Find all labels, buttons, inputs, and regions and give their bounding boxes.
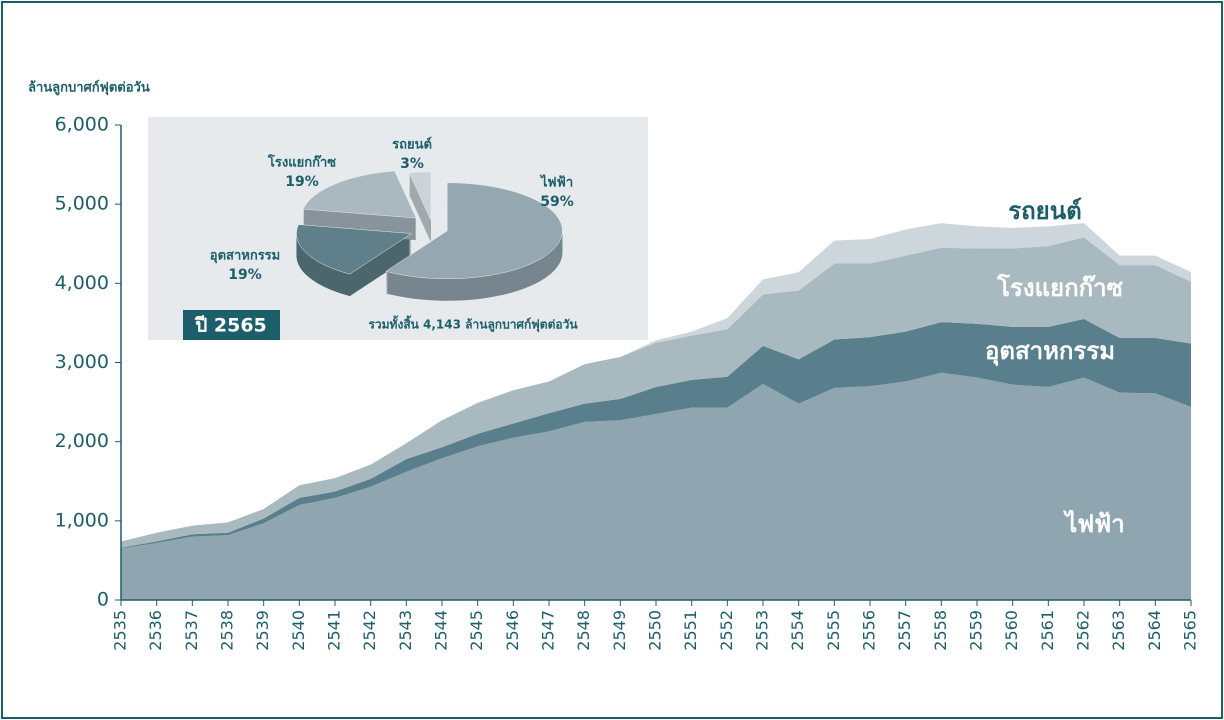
- x-tick-label: 2565: [1181, 610, 1200, 651]
- x-tick-label: 2564: [1145, 610, 1164, 651]
- year-box: [183, 310, 280, 340]
- x-tick-label: 2556: [860, 610, 879, 651]
- x-tick-label: 2547: [539, 610, 558, 651]
- x-tick-label: 2548: [574, 610, 593, 651]
- x-tick-label: 2544: [432, 610, 451, 651]
- x-tick-label: 2551: [681, 610, 700, 651]
- pie-label: อุตสาหกรรม: [210, 249, 280, 264]
- y-tick-label: 6,000: [55, 114, 109, 136]
- y-tick-label: 1,000: [55, 509, 109, 531]
- pie-slice: [296, 224, 413, 275]
- pie-title: ปี 2565: [194, 315, 266, 337]
- area: [121, 237, 1191, 548]
- y-axis-label: ล้านลูกบาศก์ฟุตต่อวัน: [28, 80, 150, 96]
- x-tick-label: 2536: [146, 610, 165, 651]
- series-label: รถยนต์: [1008, 197, 1081, 225]
- y-tick-label: 2,000: [55, 430, 109, 452]
- area: [121, 318, 1191, 549]
- x-tick-label: 2549: [610, 610, 629, 651]
- x-tick-label: 2550: [646, 610, 665, 651]
- x-tick-label: 2543: [396, 610, 415, 651]
- series-label: ไฟฟ้า: [1062, 509, 1125, 538]
- y-tick-label: 5,000: [55, 193, 109, 215]
- x-tick-label: 2563: [1109, 610, 1128, 651]
- pie-annotation: รวมทั้งสิ้น 4,143 ล้านลูกบาศก์ฟุตต่อวัน: [368, 315, 578, 333]
- x-tick-label: 2541: [325, 610, 344, 651]
- pie-slice: [408, 171, 432, 221]
- pie-value-label: 3%: [400, 156, 424, 172]
- x-tick-label: 2561: [1038, 610, 1057, 651]
- x-tick-label: 2542: [360, 610, 379, 651]
- x-tick-label: 2552: [717, 610, 736, 651]
- y-tick-label: 3,000: [55, 351, 109, 373]
- plot: 0 1,000 2,000 3,000 4,000 5,000 6,000 2535 2536 2…: [55, 114, 1200, 651]
- x-tick-label: 2562: [1074, 610, 1093, 651]
- series-label: อุตสาหกรรม: [985, 337, 1115, 367]
- pie-value-label: 59%: [540, 194, 574, 210]
- x-tick-label: 2557: [895, 610, 914, 651]
- pie-slice: [385, 182, 563, 280]
- x-tick-label: 2560: [1002, 610, 1021, 651]
- x-tick-label: 2537: [182, 610, 201, 651]
- x-tick-label: 2539: [253, 610, 272, 651]
- x-tick-label: 2545: [467, 610, 486, 651]
- y-tick-label: 4,000: [55, 272, 109, 294]
- pie-value-label: 19%: [228, 267, 262, 283]
- pie-slice: [302, 170, 417, 219]
- pie-label: โรงแยกก๊าซ: [267, 154, 336, 171]
- pie-label: รถยนต์: [392, 137, 432, 153]
- x-tick-label: 2555: [824, 610, 843, 651]
- series-label: โรงแยกก๊าซ: [996, 273, 1123, 302]
- pie-label: ไฟฟ้า: [539, 174, 573, 191]
- pie-value-label: 19%: [285, 174, 319, 190]
- x-tick-label: 2546: [503, 610, 522, 651]
- y-tick-label: 0: [97, 589, 109, 611]
- x-tick-label: 2540: [289, 610, 308, 651]
- area: [121, 372, 1191, 600]
- pie: ไฟฟ้า 59% อุตสาหกรรม 19% โรงแยกก๊าซ 19% รถยนต์…: [210, 137, 574, 301]
- x-tick-label: 2538: [218, 610, 237, 651]
- x-tick-label: 2553: [753, 610, 772, 651]
- x-tick-label: 2559: [967, 610, 986, 651]
- x-tick-label: 2554: [788, 610, 807, 651]
- x-tick-label: 2558: [931, 610, 950, 651]
- x-tick-label: 2535: [111, 610, 130, 651]
